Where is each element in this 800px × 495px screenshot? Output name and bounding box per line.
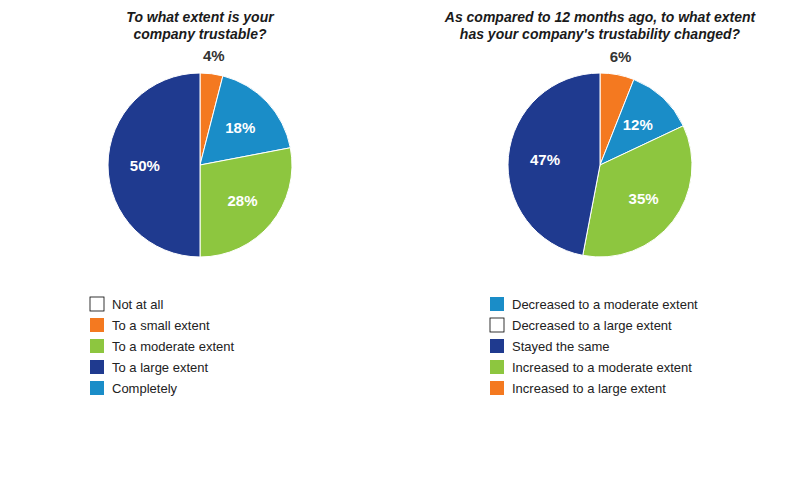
legend-item: Decreased to a moderate extent: [490, 297, 698, 312]
pie-slice: [200, 148, 292, 257]
data-label: 47%: [530, 151, 560, 168]
legend-item: To a large extent: [90, 360, 209, 375]
chart-root: To what extent is yourcompany trustable?…: [0, 0, 800, 495]
legend-swatch: [90, 339, 104, 353]
legend-swatch: [90, 381, 104, 395]
legend: Not at all To a small extent To a moderate…: [90, 297, 235, 396]
slices: [508, 73, 692, 257]
legend-item: To a moderate extent: [90, 339, 235, 354]
data-label: 12%: [623, 116, 653, 133]
legend-swatch: [90, 360, 104, 374]
legend-item: Stayed the same: [490, 339, 610, 354]
pie-panel: To what extent is yourcompany trustable?…: [90, 9, 292, 396]
data-labels: 6% 12% 35% 47%: [530, 48, 659, 207]
legend-swatch: [490, 297, 504, 311]
legend-label: To a moderate extent: [112, 339, 235, 354]
legend-label: Decreased to a moderate extent: [512, 297, 698, 312]
legend-label: Stayed the same: [512, 339, 610, 354]
legend-item: Not at all: [90, 297, 163, 312]
legend: Decreased to a moderate extent Decreased …: [490, 297, 698, 396]
legend-item: Decreased to a large extent: [490, 318, 672, 333]
legend-label: Increased to a moderate extent: [512, 360, 692, 375]
legend-item: Increased to a large extent: [490, 381, 666, 396]
legend-swatch: [490, 318, 504, 332]
data-label: 6%: [610, 48, 632, 65]
data-label: 18%: [225, 119, 255, 136]
pie-panel: As compared to 12 months ago, to what ex…: [444, 9, 757, 396]
legend-item: Completely: [90, 381, 178, 396]
legend-label: Not at all: [112, 297, 163, 312]
data-label: 4%: [203, 47, 225, 64]
data-label: 28%: [228, 192, 258, 209]
data-labels: 4% 18% 28% 50%: [130, 47, 258, 208]
legend-label: To a small extent: [112, 318, 210, 333]
legend-label: Increased to a large extent: [512, 381, 666, 396]
legend-swatch: [490, 339, 504, 353]
data-label: 50%: [130, 157, 160, 174]
pie-slice: [508, 73, 600, 255]
chart-title: To what extent is yourcompany trustable?: [126, 9, 275, 42]
data-label: 35%: [629, 190, 659, 207]
pie-slice: [108, 73, 200, 257]
slices: [108, 73, 292, 257]
legend-swatch: [490, 381, 504, 395]
legend-swatch: [90, 297, 104, 311]
legend-label: To a large extent: [112, 360, 209, 375]
legend-label: Decreased to a large extent: [512, 318, 672, 333]
legend-item: Increased to a moderate extent: [490, 360, 692, 375]
legend-label: Completely: [112, 381, 178, 396]
chart-title: As compared to 12 months ago, to what ex…: [444, 9, 757, 42]
legend-item: To a small extent: [90, 318, 210, 333]
legend-swatch: [490, 360, 504, 374]
legend-swatch: [90, 318, 104, 332]
